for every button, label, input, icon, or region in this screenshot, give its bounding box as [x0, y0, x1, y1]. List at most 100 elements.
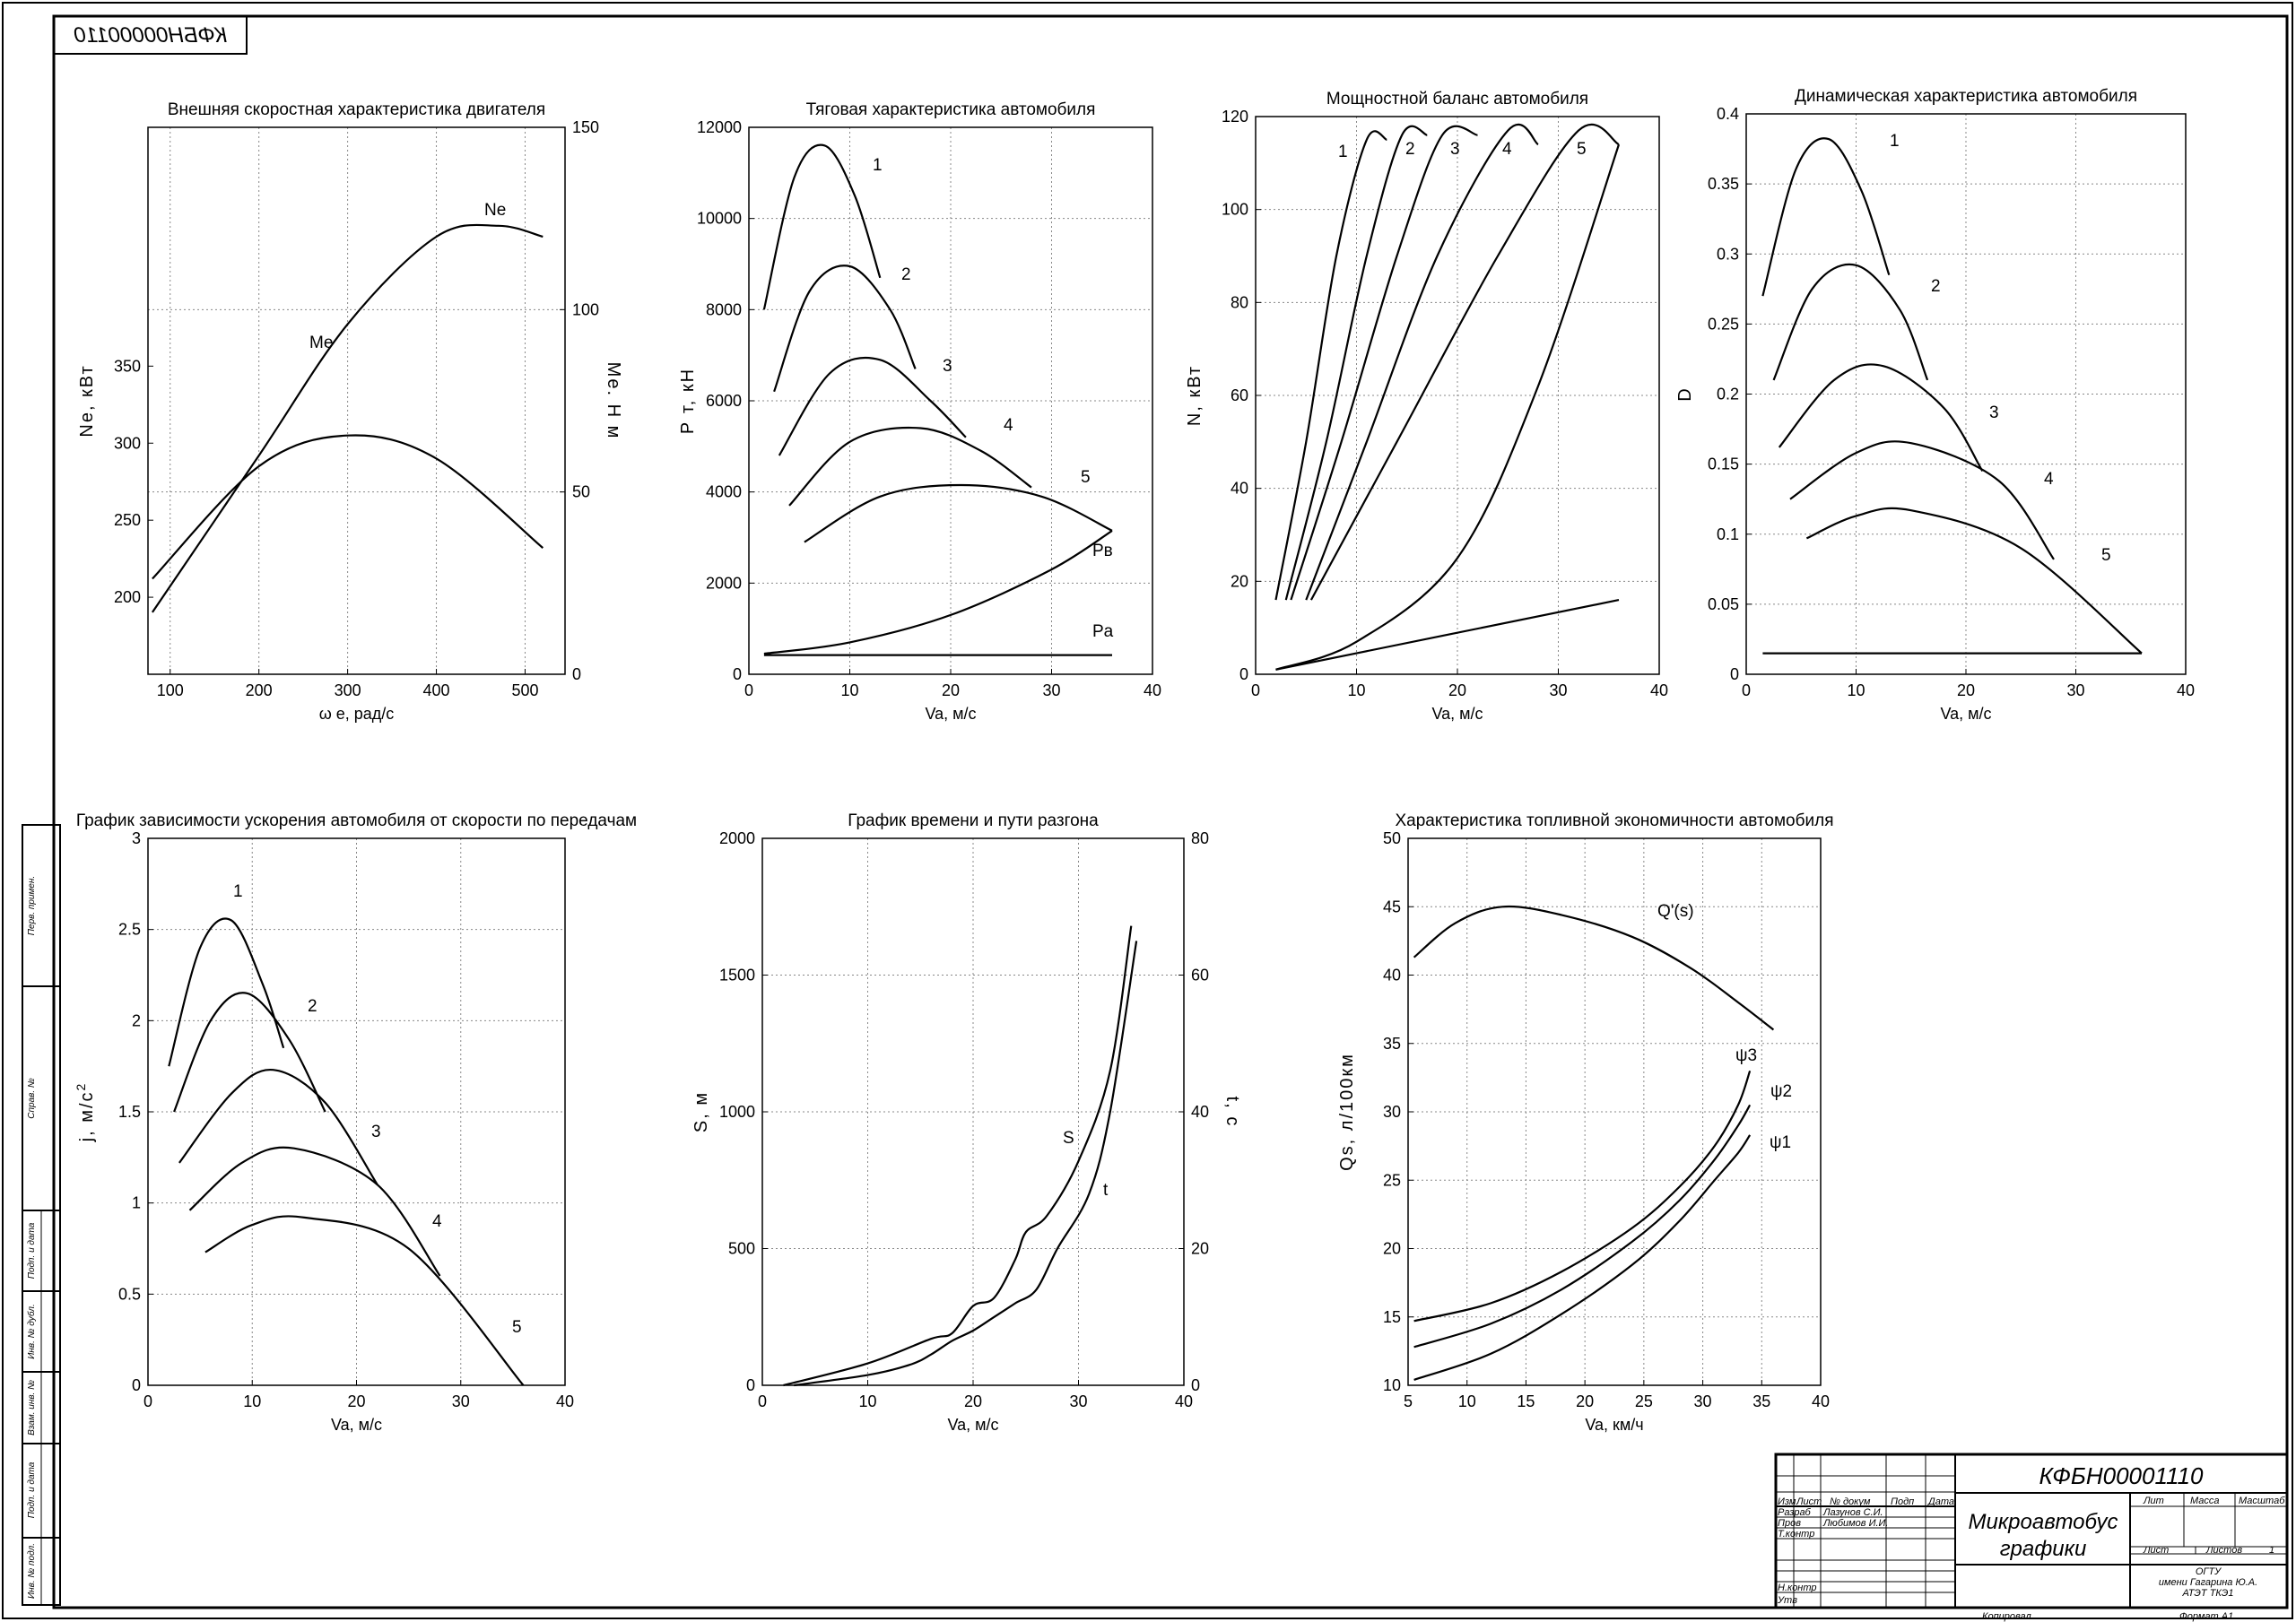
x-tick-label: 40 — [1144, 681, 1161, 699]
utv-label: Утв — [1777, 1595, 1797, 1606]
series-line — [1284, 125, 1428, 601]
prov-name: Любимов И.И. — [1822, 1518, 1888, 1529]
tkontr-label: Т.контр — [1778, 1529, 1814, 1540]
x-tick-label: 30 — [1069, 1392, 1087, 1410]
x-axis-label: Va, м/с — [947, 1416, 998, 1434]
y-tick-label: 100 — [1222, 201, 1248, 219]
y2-axis-label: Mе. Н м — [604, 362, 623, 440]
series-line — [1275, 599, 1620, 671]
curve-label: 3 — [1450, 140, 1460, 159]
y-axis-label: S, м — [691, 1091, 711, 1132]
y-axis-label: D — [1675, 386, 1695, 401]
series-line — [1778, 363, 1984, 472]
x-tick-label: 40 — [1812, 1392, 1830, 1410]
title-line1: Микроавтобус — [1968, 1510, 2118, 1534]
curve-label: ψ3 — [1735, 1046, 1757, 1065]
chart-3: 0 10 20 30 40 0 20 40 60 80 100 120 Мощностной балан… — [1185, 90, 1668, 723]
x-tick-label: 30 — [1042, 681, 1060, 699]
x-axis-label: Va, м/с — [331, 1416, 382, 1434]
x-tick-label: 10 — [243, 1392, 261, 1410]
curve-label: 2 — [1931, 277, 1941, 296]
y-tick-label: 0 — [132, 1376, 141, 1394]
curve-label: ψ2 — [1770, 1082, 1792, 1101]
listov-label: Листов — [2205, 1545, 2242, 1556]
y2-tick-label: 100 — [572, 300, 599, 318]
prov-label: Пров — [1778, 1518, 1801, 1529]
curve-label: 4 — [1004, 416, 1013, 435]
series-line — [173, 992, 326, 1113]
y-tick-label: 0.05 — [1708, 595, 1739, 613]
curve-label: 1 — [1338, 143, 1348, 161]
x-tick-label: 10 — [840, 681, 858, 699]
y-tick-label: 1000 — [719, 1103, 755, 1121]
curve-label: 5 — [2101, 546, 2111, 565]
y-tick-label: 0.2 — [1717, 386, 1739, 403]
x-tick-label: 0 — [144, 1392, 152, 1410]
y2-tick-label: 40 — [1191, 1103, 1209, 1121]
y-tick-label: 12000 — [697, 118, 742, 136]
x-tick-label: 35 — [1752, 1392, 1770, 1410]
curve-label: 5 — [1081, 468, 1091, 487]
y-axis-label: Р т, кН — [678, 368, 698, 434]
y-tick-label: 8000 — [706, 300, 742, 318]
stamp-box: КФБН00000110 — [53, 15, 248, 55]
x-tick-label: 10 — [1347, 681, 1365, 699]
y2-tick-label: 0 — [572, 665, 581, 683]
y-tick-label: 20 — [1383, 1240, 1401, 1258]
format-label: Формат А1 — [2179, 1611, 2233, 1622]
stamp-code: КФБН00000110 — [74, 23, 227, 48]
curve-label: S — [1063, 1129, 1074, 1148]
side-strip: Перв. примен. Справ. № Подп. и дата Инв. № … — [22, 824, 61, 1606]
y-tick-label: 1.5 — [118, 1103, 141, 1121]
series-line — [794, 941, 1138, 1387]
x-tick-label: 25 — [1635, 1392, 1653, 1410]
grid — [749, 127, 1152, 674]
y2-tick-label: 80 — [1191, 829, 1209, 847]
y-tick-label: 0.1 — [1717, 525, 1739, 543]
x-tick-label: 40 — [556, 1392, 574, 1410]
series-line — [762, 143, 882, 310]
y-tick-label: 200 — [114, 588, 141, 606]
razrab-name: Лазунов С.И. — [1822, 1507, 1883, 1518]
y-tick-label: 40 — [1231, 480, 1248, 498]
x-tick-label: 20 — [1957, 681, 1975, 699]
razrab-label: Разраб — [1778, 1507, 1812, 1518]
y-tick-label: 25 — [1383, 1171, 1401, 1189]
series-line — [804, 483, 1113, 543]
y-tick-label: 0.4 — [1717, 105, 1739, 123]
x-tick-label: 20 — [1576, 1392, 1594, 1410]
y-tick-label: 45 — [1383, 898, 1401, 915]
hdr-podp: Подп — [1891, 1496, 1914, 1507]
series-line — [1275, 143, 1621, 671]
grid — [1256, 117, 1659, 674]
grid — [148, 127, 565, 674]
x-tick-label: 10 — [1847, 681, 1865, 699]
y-tick-label: 500 — [728, 1240, 755, 1258]
y-tick-label: 0.3 — [1717, 245, 1739, 263]
curve-label: 4 — [2044, 470, 2054, 489]
y-tick-label: 1500 — [719, 967, 755, 984]
curve-label: 4 — [432, 1212, 442, 1231]
y-tick-label: 0 — [1730, 665, 1739, 683]
chart-6: 0 10 20 30 400500100015002000020406080График… — [691, 811, 1242, 1434]
chart-1: 100 200 300 400 500 200 250 300 350 0 50 100 150 Внеш… — [77, 100, 623, 723]
y-tick-label: 2000 — [706, 574, 742, 592]
x-tick-label: 20 — [942, 681, 960, 699]
grid — [1408, 838, 1821, 1385]
series-line — [1772, 263, 1929, 381]
x-tick-label: 30 — [2066, 681, 2084, 699]
series-line — [773, 265, 917, 393]
x-axis-label: ω е, рад/с — [319, 705, 395, 723]
series-line — [168, 917, 285, 1067]
y2-tick-label: 60 — [1191, 967, 1209, 984]
x-tick-label: 30 — [1549, 681, 1567, 699]
x-tick-label: 200 — [246, 681, 273, 699]
chart-title: Внешняя скоростная характеристика двигат… — [168, 100, 545, 119]
y2-tick-label: 20 — [1191, 1240, 1209, 1258]
x-tick-label: 30 — [1694, 1392, 1712, 1410]
grid — [148, 838, 565, 1385]
curve-label: 1 — [233, 882, 243, 901]
curve-label: Ne — [484, 201, 506, 220]
curve-label: Pв — [1092, 542, 1113, 560]
